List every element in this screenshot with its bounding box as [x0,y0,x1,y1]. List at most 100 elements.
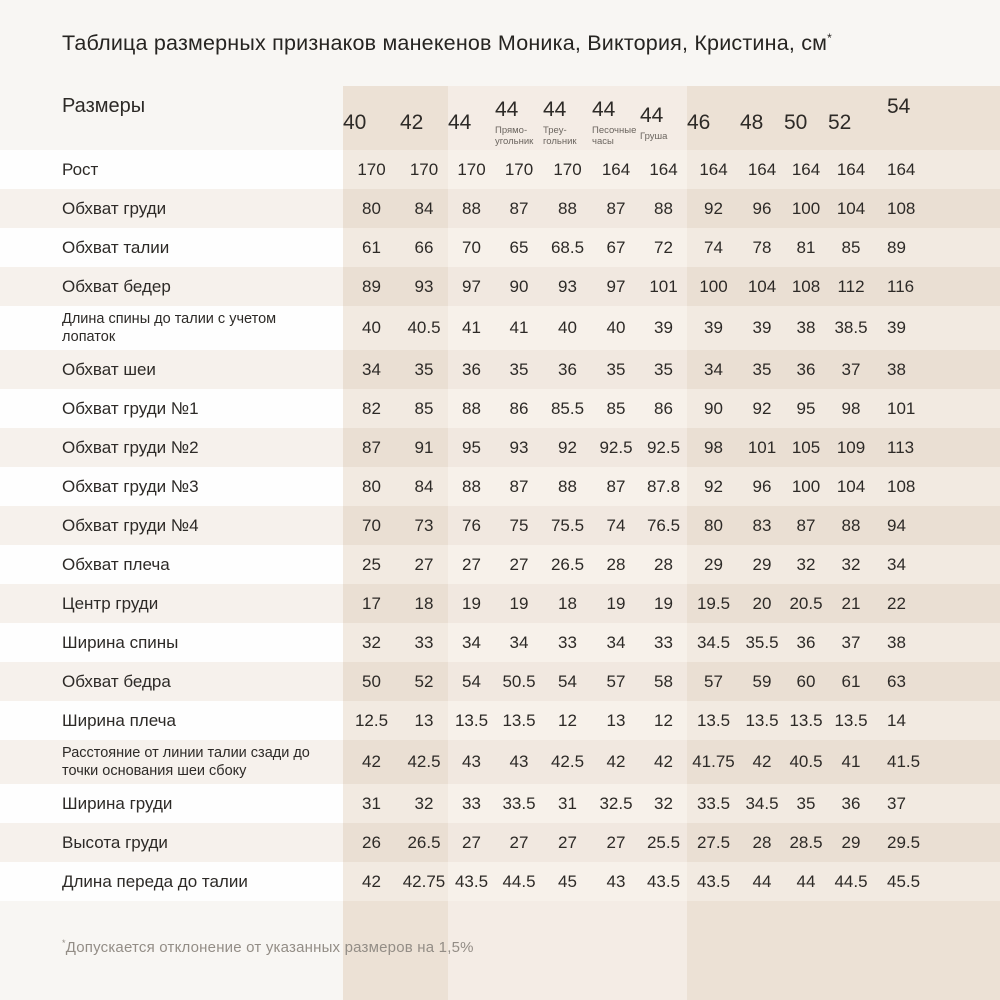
sublabel-line: гольник [543,136,577,147]
value-cell: 164 [687,150,740,189]
value-cell: 87 [495,467,543,506]
value-cell: 70 [343,506,400,545]
value-cell: 92 [740,389,784,428]
value-cell: 113 [874,428,1000,467]
column-header-size-46: 46 [687,86,740,150]
value-cell: 87 [495,189,543,228]
table-row: Обхват бедра 50 52 54 50.5 54 57 58 57 59 60 61 63 [0,662,1000,701]
value-cell: 27 [448,823,495,862]
table-row: Обхват талии 61 66 70 65 68.5 67 72 74 78 81 85 89 [0,228,1000,267]
table-row: Ширина груди 31 32 33 33.5 31 32.5 32 33.5 34.5 35… [0,784,1000,823]
value-cell: 97 [448,267,495,306]
value-cell: 32 [640,784,687,823]
column-size-label: 44 [543,98,567,121]
column-size-label: 44 [448,110,472,134]
value-cell: 43.5 [448,862,495,901]
value-cell: 42 [343,740,400,784]
value-cell: 36 [448,350,495,389]
value-cell: 43.5 [640,862,687,901]
value-cell: 92 [687,189,740,228]
value-cell: 32 [400,784,448,823]
value-cell: 27 [495,545,543,584]
value-cell: 101 [740,428,784,467]
value-cell: 36 [543,350,592,389]
value-cell: 45.5 [874,862,1000,901]
value-cell: 116 [874,267,1000,306]
value-cell: 170 [543,150,592,189]
value-cell: 13 [592,701,640,740]
table-body: Рост 170 170 170 170 170 164 164 164 164 164 164 164… [0,150,1000,901]
value-cell: 38.5 [828,306,874,350]
value-cell: 22 [874,584,1000,623]
value-cell: 27 [448,545,495,584]
value-cell: 67 [592,228,640,267]
value-cell: 93 [543,267,592,306]
value-cell: 104 [828,189,874,228]
sublabel-line: Прямо- [495,125,528,136]
row-label: Ширина груди [0,784,343,823]
value-cell: 19.5 [687,584,740,623]
value-cell: 85.5 [543,389,592,428]
value-cell: 43 [495,740,543,784]
value-cell: 33 [543,623,592,662]
value-cell: 85 [400,389,448,428]
footnote-asterisk-mark: * [62,938,66,948]
value-cell: 95 [784,389,828,428]
value-cell: 95 [448,428,495,467]
row-label: Обхват бедра [0,662,343,701]
table-row: Центр груди 17 18 19 19 18 19 19 19.5 20 20.5 21 22 [0,584,1000,623]
column-size-label: 44 [592,98,616,121]
sublabel-line: Треу- [543,125,567,136]
column-header-size-48: 48 [740,86,784,150]
value-cell: 52 [400,662,448,701]
value-cell: 28.5 [784,823,828,862]
value-cell: 29.5 [874,823,1000,862]
value-cell: 104 [828,467,874,506]
value-cell: 34.5 [687,623,740,662]
value-cell: 34 [874,545,1000,584]
value-cell: 86 [640,389,687,428]
value-cell: 108 [784,267,828,306]
row-label: Рост [0,150,343,189]
value-cell: 36 [784,350,828,389]
value-cell: 70 [448,228,495,267]
column-size-label: 46 [687,110,711,134]
column-header-size-44-4: 44 Груша [640,86,687,150]
column-header-size-44-2: 44 Треу-гольник [543,86,592,150]
value-cell: 34 [687,350,740,389]
column-size-label: 44 [640,103,664,127]
value-cell: 41.75 [687,740,740,784]
value-cell: 61 [828,662,874,701]
value-cell: 36 [784,623,828,662]
value-cell: 36 [828,784,874,823]
value-cell: 14 [874,701,1000,740]
value-cell: 164 [784,150,828,189]
value-cell: 101 [874,389,1000,428]
value-cell: 86 [495,389,543,428]
value-cell: 39 [874,306,1000,350]
table-row: Ширина плеча 12.5 13 13.5 13.5 12 13 12 13.5 13.5… [0,701,1000,740]
value-cell: 39 [687,306,740,350]
value-cell: 88 [543,189,592,228]
value-cell: 26 [343,823,400,862]
value-cell: 91 [400,428,448,467]
value-cell: 27 [592,823,640,862]
value-cell: 41 [828,740,874,784]
value-cell: 87 [343,428,400,467]
value-cell: 68.5 [543,228,592,267]
value-cell: 35 [400,350,448,389]
value-cell: 82 [343,389,400,428]
table-row: Высота груди 26 26.5 27 27 27 27 25.5 27.5 28 28.5… [0,823,1000,862]
value-cell: 87.8 [640,467,687,506]
value-cell: 76.5 [640,506,687,545]
value-cell: 108 [874,189,1000,228]
value-cell: 44.5 [495,862,543,901]
table-row: Обхват плеча 25 27 27 27 26.5 28 28 29 29 32 32 34 [0,545,1000,584]
title-asterisk-mark: * [827,31,833,45]
value-cell: 35 [495,350,543,389]
value-cell: 21 [828,584,874,623]
table-header-row: Размеры 40 42 44 44 Прямо-угольник 44 Треу-гол… [0,86,1000,150]
value-cell: 42.5 [543,740,592,784]
value-cell: 19 [495,584,543,623]
